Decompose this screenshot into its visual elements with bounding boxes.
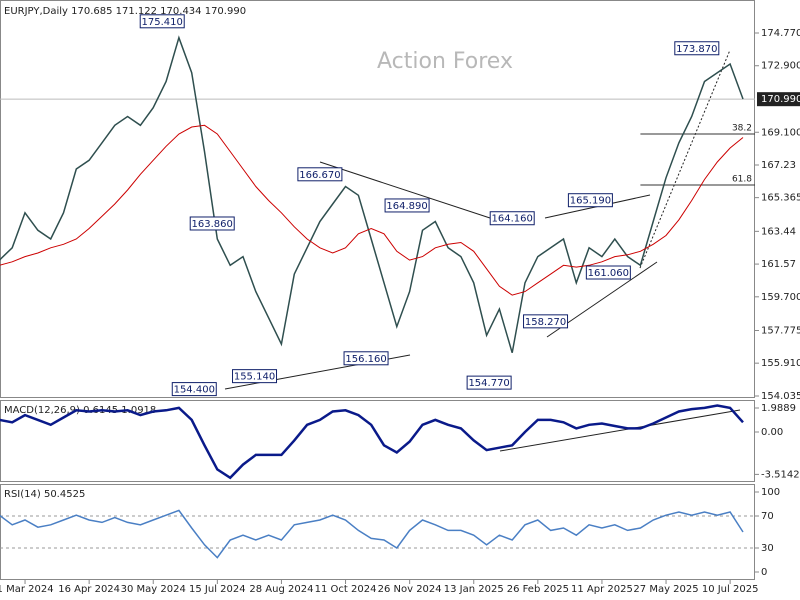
annotation-box [523,314,569,329]
y-tick-label: 0 [761,567,767,578]
annotation-label: 161.060 [588,268,629,279]
annotation-label: 166.670 [299,170,340,181]
x-tick-label: 26 Feb 2025 [507,584,569,595]
series-line [0,35,744,354]
rsi-title: RSI(14) 50.4525 [4,489,85,500]
y-tick-label: 0.00 [761,427,783,438]
watermark: Action Forex [377,49,513,74]
annotation-box [343,351,389,366]
series-line [0,124,744,296]
annotation-box [384,198,430,213]
x-tick-label: 11 Apr 2025 [571,584,633,595]
y-tick-label: 172.900 [761,61,800,72]
series-line [0,509,744,559]
annotation-label: 154.770 [468,378,509,389]
y-tick-label: 161.57 [761,259,796,270]
y-tick-label: 70 [761,511,774,522]
x-tick-label: 13 Jan 2025 [444,584,504,595]
y-tick-label: 159.700 [761,292,800,303]
series-line [0,404,744,480]
x-tick-label: 27 May 2025 [633,584,698,595]
annotation-box [297,167,343,182]
annotation-label: 164.160 [492,214,533,225]
rsi-panel [0,484,755,580]
fib-label: 61.8 [732,174,752,184]
trendline [639,49,731,269]
annotation-label: 163.860 [192,219,233,230]
trendlines [224,49,741,452]
y-tick-label: 165.365 [761,193,800,204]
x-tick-label: 11 Oct 2024 [315,584,377,595]
last-price-label: 170.990 [761,94,800,105]
y-tick-label: 100 [761,487,780,498]
fib-label: 38.2 [732,124,752,134]
annotation-box [567,193,613,208]
annotation-box [189,216,235,231]
trendline [319,161,491,219]
y-tick-label: 1.9889 [761,403,796,414]
annotation-label: 154.400 [174,385,215,396]
macd-panel [0,400,755,482]
x-tick-label: 15 Jul 2024 [189,584,246,595]
trendline [499,409,741,452]
annotation-label: 175.410 [142,17,183,28]
annotation-label: 156.160 [345,354,386,365]
annotation-box [232,369,278,384]
y-tick-label: 30 [761,543,774,554]
y-tick-label: 157.775 [761,326,800,337]
y-tick-label: 174.770 [761,28,800,39]
x-tick-label: 28 Aug 2024 [249,584,313,595]
annotation-label: 158.270 [525,317,566,328]
annotation-label: 155.140 [234,372,275,383]
annotation-box [489,211,535,226]
x-tick-label: 26 Nov 2024 [378,584,442,595]
y-tick-label: 163.44 [761,226,796,237]
annotation-box [585,265,631,280]
y-tick-label: 155.910 [761,358,800,369]
y-tick-label: 167.23 [761,160,796,171]
x-tick-label: 30 May 2024 [121,584,186,595]
annotation-box [674,41,720,56]
annotation-label: 173.870 [676,44,717,55]
y-tick-label: -3.5142 [761,469,800,480]
annotation-box [171,382,217,397]
chart-title: EURJPY,Daily 170.685 171.122 170.434 170… [4,6,246,17]
last-price-box [757,92,800,107]
annotation-box [466,375,512,390]
y-tick-label: 169.100 [761,127,800,138]
annotation-box [139,14,185,29]
annotation-label: 165.190 [570,196,611,207]
annotation-label: 164.890 [386,201,427,212]
y-tick-label: 154.035 [761,391,800,402]
x-tick-label: 16 Apr 2024 [58,584,120,595]
x-tick-label: 10 Jul 2025 [702,584,759,595]
x-tick-label: 1 Mar 2024 [0,584,54,595]
price-panel [0,0,755,398]
